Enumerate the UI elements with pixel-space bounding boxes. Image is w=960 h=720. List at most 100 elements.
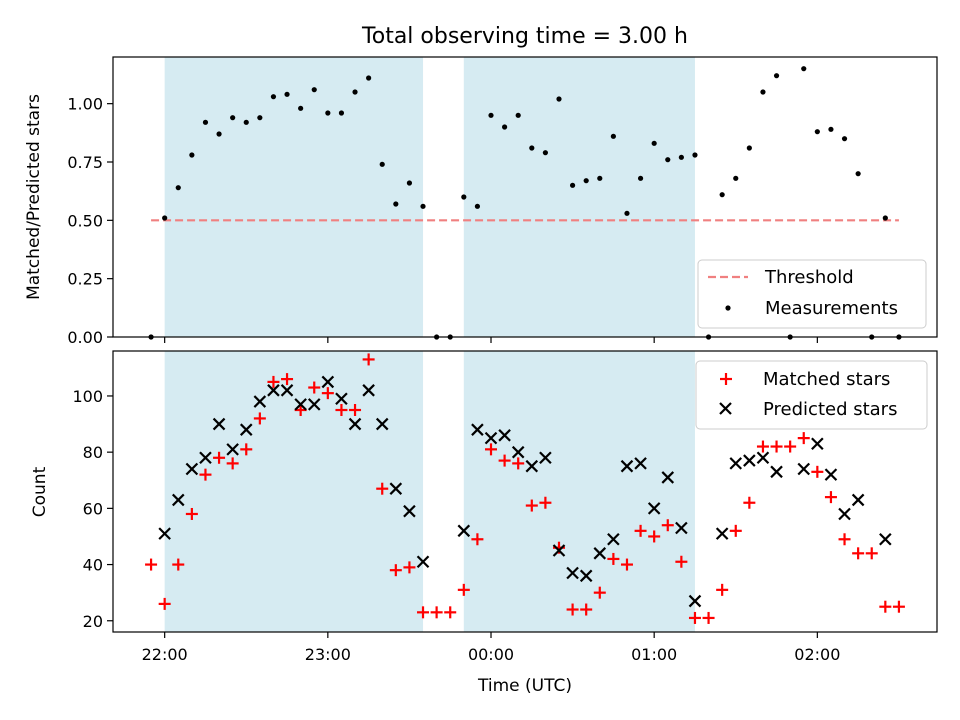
predicted-star-point — [239, 423, 253, 436]
predicted-star-point — [729, 457, 743, 470]
predicted-star-point — [851, 493, 865, 507]
measurement-point — [637, 175, 644, 181]
measurement-point — [379, 161, 385, 167]
measurement-point — [243, 119, 249, 125]
predicted-star-point — [811, 437, 824, 451]
xtick-label: 02:00 — [794, 645, 840, 664]
predicted-star-point — [403, 504, 416, 518]
top-panel: 0.00 0.25 0.50 0.75 1.00 Matched/Predicted s… — [24, 56, 938, 347]
bottom-panel-frame — [112, 350, 938, 633]
predicted-star-point — [715, 527, 729, 540]
predicted-star-point — [579, 569, 593, 583]
legend-measurements-swatch — [725, 305, 731, 311]
measurement-point — [733, 175, 739, 181]
matched-star-point — [797, 432, 810, 445]
measurement-point — [515, 112, 521, 118]
predicted-star-point — [484, 431, 498, 445]
measurement-point — [420, 203, 426, 209]
matched-star-point — [770, 440, 783, 453]
matched-star-point — [661, 519, 674, 532]
predicted-star-point — [879, 532, 892, 546]
matched-star-point — [226, 457, 239, 470]
bottom-legend: Matched stars Predicted stars — [695, 360, 928, 430]
matched-star-point — [253, 412, 266, 425]
legend-predicted-swatch — [719, 402, 732, 415]
predicted-star-point — [171, 493, 185, 507]
matched-star-point — [485, 443, 498, 456]
bot-shaded-interval-1 — [164, 351, 424, 632]
matched-star-point — [240, 443, 253, 456]
top-ytick-label: 0.25 — [67, 270, 103, 289]
top-legend: Threshold Measurements — [697, 259, 927, 329]
measurement-point — [502, 124, 508, 130]
measurement-point — [216, 131, 222, 137]
top-shaded-interval-1 — [164, 57, 424, 337]
matched-star-point — [294, 404, 307, 417]
legend-predicted-label: Predicted stars — [763, 399, 897, 420]
measurement-point — [461, 194, 467, 200]
matched-star-point — [675, 555, 688, 568]
predicted-star-point — [511, 445, 525, 459]
predicted-star-point — [389, 482, 403, 495]
matched-star-point — [376, 482, 389, 495]
predicted-star-point — [743, 454, 756, 467]
predicted-star-point — [498, 429, 511, 442]
legend-threshold-label: Threshold — [764, 267, 854, 288]
predicted-star-point — [226, 443, 239, 456]
matched-star-point — [403, 561, 416, 574]
predicted-star-point — [552, 544, 566, 557]
xtick-label: 01:00 — [631, 645, 677, 664]
matched-star-point — [308, 381, 321, 394]
matched-star-point — [716, 583, 729, 596]
measurement-point — [773, 73, 780, 79]
matched-star-point — [362, 353, 375, 366]
measurement-point — [760, 89, 766, 95]
matched-star-point — [879, 600, 892, 613]
matched-star-point — [145, 558, 158, 571]
predicted-star-point — [307, 398, 321, 411]
matched-star-point — [838, 533, 851, 546]
x-axis-label: Time (UTC) — [477, 676, 572, 696]
measurement-point — [624, 210, 630, 216]
measurement-point — [230, 115, 236, 121]
predicted-star-point — [566, 566, 579, 580]
predicted-star-point — [416, 555, 430, 569]
measurement-point — [855, 171, 861, 177]
top-ylabel: Matched/Predicted stars — [24, 94, 44, 300]
bot-shaded-interval-2 — [463, 351, 695, 632]
predicted-star-point — [770, 465, 783, 479]
predicted-star-point — [362, 384, 375, 397]
legend-measurements-label: Measurements — [765, 298, 898, 319]
matched-star-point — [444, 606, 457, 619]
matched-star-point — [824, 491, 837, 504]
matched-star-point — [811, 465, 824, 478]
matched-star-point — [865, 547, 878, 560]
matched-star-point — [648, 530, 661, 543]
matched-star-point — [566, 603, 579, 616]
predicted-star-point — [675, 521, 688, 535]
measurement-point — [828, 126, 834, 132]
matched-star-point — [199, 468, 212, 481]
top-ytick-label: 0.75 — [67, 153, 103, 172]
predicted-star-point — [797, 462, 811, 476]
measurement-point — [746, 145, 752, 151]
measurement-point — [298, 105, 304, 111]
matched-star-point — [756, 440, 769, 453]
measurement-point — [162, 215, 168, 221]
matched-star-point — [607, 552, 620, 565]
predicted-star-point — [185, 462, 199, 476]
matched-star-point — [349, 404, 362, 417]
measurement-point — [406, 180, 413, 186]
predicted-star-point — [824, 468, 838, 481]
matched-star-point — [892, 600, 905, 613]
matched-star-point — [335, 404, 348, 417]
matched-star-point — [213, 451, 226, 464]
predicted-star-point — [471, 423, 484, 436]
top-shaded-interval-2 — [463, 57, 695, 337]
predicted-star-point — [158, 527, 171, 540]
predicted-star-point — [335, 392, 348, 406]
matched-star-point — [525, 499, 538, 512]
measurement-point — [678, 154, 684, 160]
legend-matched-swatch — [720, 373, 732, 385]
